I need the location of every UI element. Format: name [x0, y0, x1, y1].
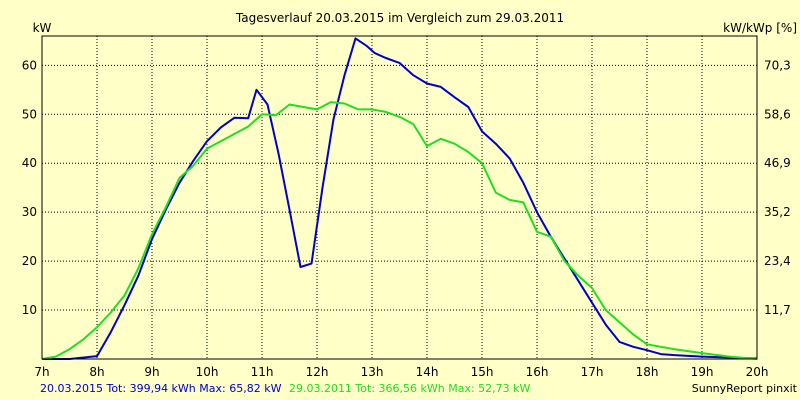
x-tick-label: 10h: [196, 365, 219, 379]
series-line-2: [41, 101, 758, 360]
x-tick-label: 15h: [471, 365, 494, 379]
x-tick-label: 13h: [361, 365, 384, 379]
y-tick-label-right: 58,6: [764, 107, 791, 121]
x-tick-label: 11h: [251, 365, 274, 379]
series-line-1: [42, 37, 758, 360]
y-axis-label-left: kW: [33, 21, 52, 35]
plot-frame: [41, 35, 758, 360]
x-tick-label: 9h: [144, 365, 159, 379]
x-tick-label: 18h: [636, 365, 659, 379]
y-tick-label-right: 23,4: [764, 254, 791, 268]
y-tick-label-right: 11,7: [764, 303, 791, 317]
x-tick-label: 20h: [746, 365, 769, 379]
gridlines: [42, 36, 757, 359]
x-tick-label: 7h: [34, 365, 49, 379]
tick-labels: 7h 8h 9h 10h 11h 12h 13h 14h 15h 16h 17h 18h 19h 20h 1…: [22, 58, 791, 379]
legend-series-1: 20.03.2015 Tot: 399,94 kWh Max: 65,82 kW: [40, 382, 282, 395]
y-tick-label-left: 20: [22, 254, 37, 268]
y-tick-label-right: 35,2: [764, 205, 791, 219]
series-lines: [41, 37, 758, 360]
x-tick-label: 8h: [89, 365, 104, 379]
credit-text: SunnyReport pinxit: [692, 382, 798, 395]
chart-title: Tagesverlauf 20.03.2015 im Vergleich zum…: [235, 11, 564, 25]
x-tick-label: 12h: [306, 365, 329, 379]
y-tick-label-left: 40: [22, 156, 37, 170]
y-tick-label-left: 30: [22, 205, 37, 219]
x-tick-label: 19h: [691, 365, 714, 379]
y-tick-label-right: 70,3: [764, 58, 791, 72]
y-tick-label-left: 60: [22, 58, 37, 72]
x-tick-label: 16h: [526, 365, 549, 379]
x-tick-label: 17h: [581, 365, 604, 379]
y-axis-label-right: kW/kWp [%]: [723, 21, 797, 35]
y-tick-label-left: 10: [22, 303, 37, 317]
y-tick-label-right: 46,9: [764, 156, 791, 170]
x-tick-label: 14h: [416, 365, 439, 379]
y-tick-label-left: 50: [22, 107, 37, 121]
legend: 20.03.2015 Tot: 399,94 kWh Max: 65,82 kW…: [40, 382, 531, 395]
legend-series-2: 29.03.2011 Tot: 366,56 kWh Max: 52,73 kW: [289, 382, 531, 395]
